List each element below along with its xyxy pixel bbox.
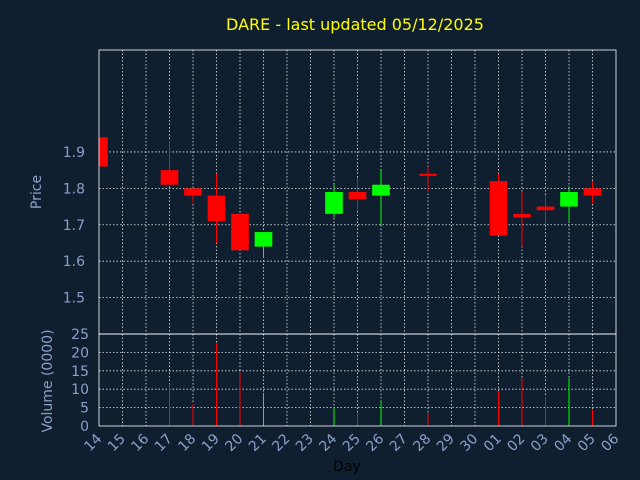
volume-tick-25: 25 (71, 327, 89, 343)
candle-body-01-10 (489, 181, 508, 236)
x-tick-27: 27 (387, 431, 411, 455)
volume-tick-labels: 0 5 10 15 20 25 (71, 327, 89, 435)
x-tick-22: 22 (269, 431, 293, 455)
x-tick-19: 19 (199, 431, 223, 455)
x-axis-label: Day (333, 459, 361, 475)
x-tick-18: 18 (175, 431, 199, 455)
x-tick-16: 16 (128, 431, 152, 455)
price-tick-1.6: 1.6 (63, 254, 85, 270)
x-tick-25: 25 (340, 431, 364, 455)
x-tick-26: 26 (363, 431, 387, 455)
price-tick-1.5: 1.5 (63, 291, 85, 307)
candle-body-21-5 (254, 232, 273, 247)
x-tick-20: 20 (222, 431, 246, 455)
x-tick-23: 23 (293, 431, 317, 455)
x-tick-04: 04 (551, 431, 575, 455)
candle-body-24-6 (325, 192, 343, 214)
volume-tick-20: 20 (71, 345, 89, 361)
x-tick-06: 06 (598, 431, 622, 455)
price-tick-1.8: 1.8 (63, 181, 85, 197)
x-tick-03: 03 (528, 431, 552, 455)
candle-body-25-7 (348, 192, 367, 200)
candle-body-05-14 (583, 188, 602, 196)
volume-bars (169, 343, 593, 426)
x-tick-01: 01 (481, 431, 505, 455)
x-tick-30: 30 (457, 431, 481, 455)
x-tick-labels: 14 15 16 17 18 19 20 21 22 23 24 25 26 27 28 29 30 01 02 03… (81, 431, 622, 455)
x-tick-21: 21 (246, 431, 270, 455)
candle-body-14-0 (99, 137, 108, 167)
candle-body-03-12 (536, 206, 555, 211)
volume-tick-0: 0 (80, 419, 89, 435)
candle-body-20-4 (231, 213, 249, 251)
x-tick-29: 29 (434, 431, 458, 455)
price-axis-label: Price (29, 175, 45, 209)
x-tick-28: 28 (410, 431, 434, 455)
candle-body-02-11 (513, 213, 531, 218)
x-tick-02: 02 (504, 431, 528, 455)
volume-tick-5: 5 (80, 401, 89, 417)
price-tick-labels: 1.5 1.6 1.7 1.8 1.9 (63, 145, 85, 307)
x-tick-05: 05 (575, 431, 599, 455)
price-tick-1.7: 1.7 (63, 218, 85, 234)
chart-title: DARE - last updated 05/12/2025 (226, 15, 484, 34)
candle-body-18-2 (184, 188, 202, 196)
volume-tick-10: 10 (71, 382, 89, 398)
candle-body-28-9 (419, 173, 437, 176)
candle-body-26-8 (372, 184, 390, 196)
candle-body-19-3 (207, 195, 226, 222)
candle-body-17-1 (160, 170, 179, 185)
price-tick-1.9: 1.9 (63, 145, 85, 161)
x-tick-24: 24 (316, 431, 340, 455)
candle-body-04-13 (560, 192, 578, 207)
price-grid (99, 50, 616, 334)
volume-axis-label: Volume (0000) (40, 329, 56, 432)
volume-panel-frame (98, 333, 617, 427)
volume-tick-15: 15 (71, 364, 89, 380)
x-tick-15: 15 (105, 431, 129, 455)
volume-grid (99, 334, 616, 426)
x-tick-17: 17 (152, 431, 176, 455)
candles (98, 137, 602, 258)
